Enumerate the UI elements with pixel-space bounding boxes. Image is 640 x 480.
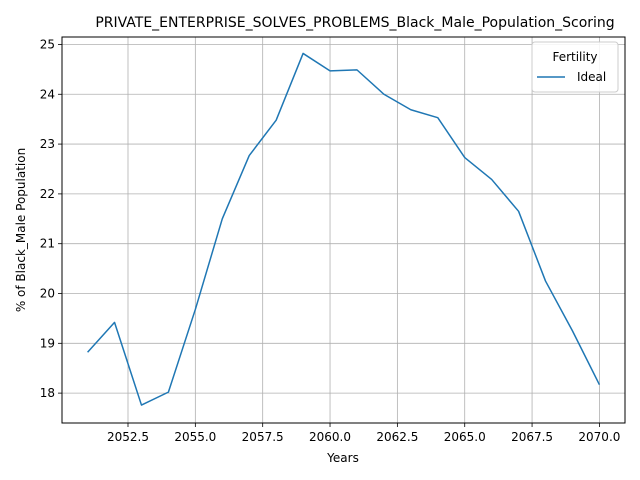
- y-axis-label: % of Black_Male Population: [14, 148, 28, 312]
- legend-title: Fertility: [552, 50, 597, 64]
- legend: Fertility Ideal: [531, 41, 619, 93]
- y-tick-label: 24: [40, 87, 55, 101]
- x-tick-label: 2060.0: [309, 430, 351, 444]
- x-tick-label: 2070.0: [578, 430, 620, 444]
- plot-area-frame: [61, 36, 626, 424]
- chart-title: PRIVATE_ENTERPRISE_SOLVES_PROBLEMS_Black…: [95, 15, 614, 31]
- y-axis-ticks: 18 19 20 21 22 23 24 25: [40, 37, 62, 400]
- y-tick-label: 23: [40, 137, 55, 151]
- y-tick-label: 20: [40, 287, 55, 301]
- x-tick-label: 2055.0: [174, 430, 216, 444]
- y-tick-label: 21: [40, 237, 55, 251]
- x-tick-label: 2057.5: [242, 430, 284, 444]
- legend-label-ideal: Ideal: [577, 70, 606, 84]
- series-line-ideal: [87, 52, 601, 406]
- x-axis-ticks: 2052.5 2055.0 2057.5 2060.0 2062.5 2065.0 2067…: [107, 423, 620, 444]
- y-tick-label: 25: [40, 37, 55, 51]
- x-axis-label: Years: [326, 451, 359, 465]
- y-tick-label: 19: [40, 336, 55, 350]
- y-tick-label: 22: [40, 187, 55, 201]
- x-tick-label: 2052.5: [107, 430, 149, 444]
- legend-box: [531, 41, 619, 93]
- x-tick-label: 2067.5: [511, 430, 553, 444]
- series-lines: [87, 52, 601, 406]
- x-tick-label: 2062.5: [376, 430, 418, 444]
- grid-lines: [62, 37, 625, 423]
- x-tick-label: 2065.0: [444, 430, 486, 444]
- y-tick-label: 18: [40, 386, 55, 400]
